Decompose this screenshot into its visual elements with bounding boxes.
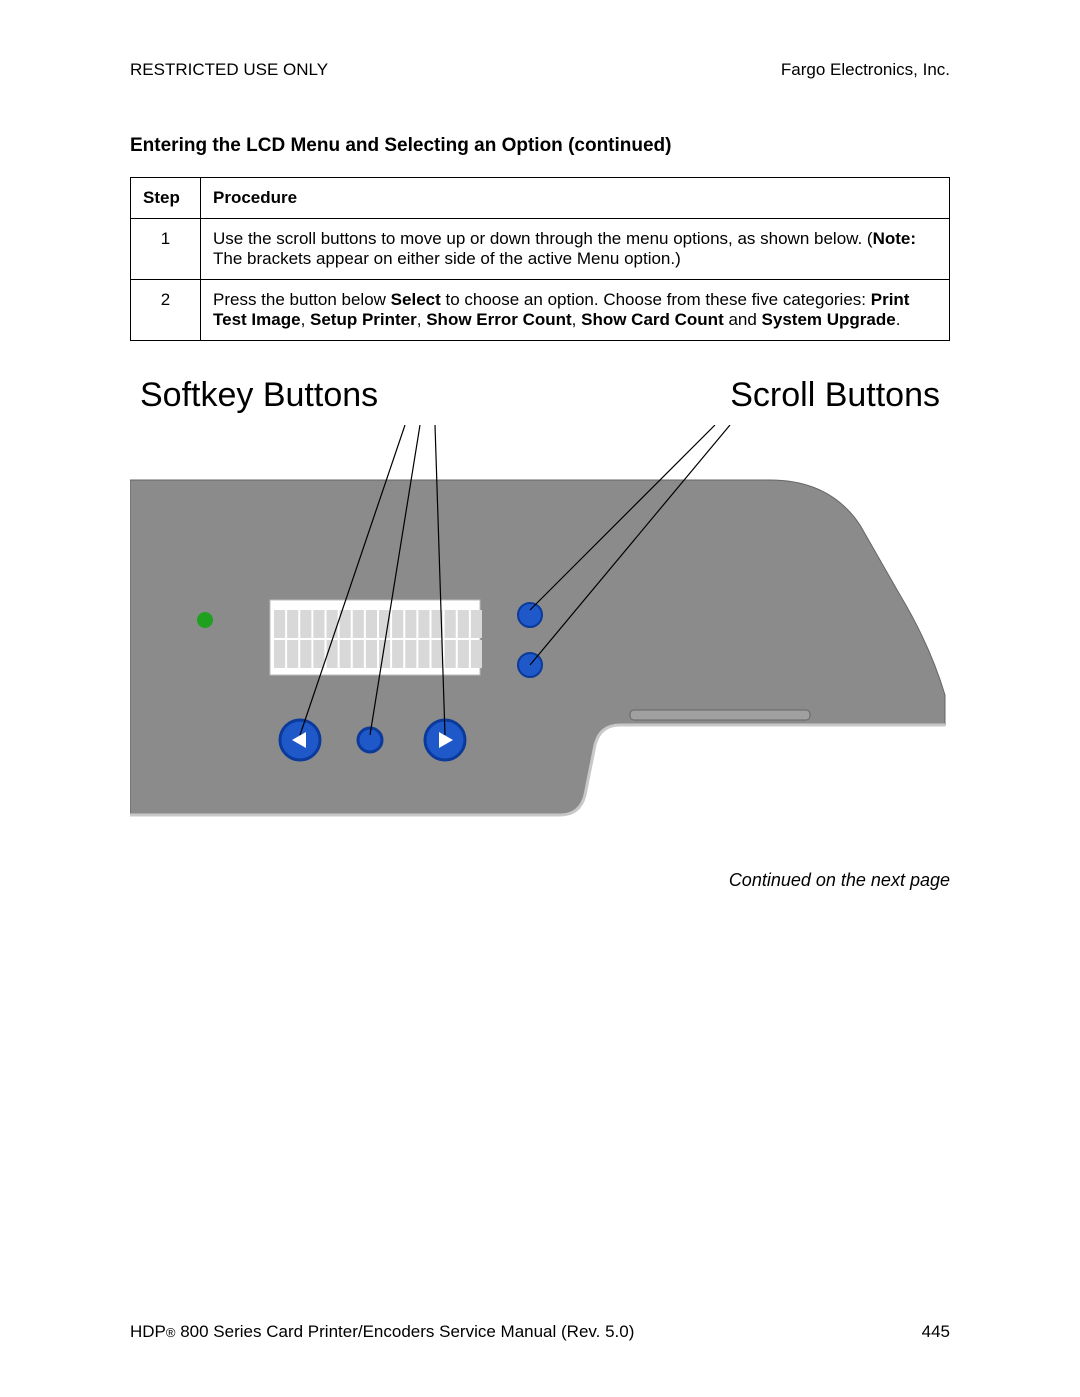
procedure-table: Step Procedure 1 Use the scroll buttons …: [130, 177, 950, 341]
continued-note: Continued on the next page: [130, 870, 950, 891]
header-left: RESTRICTED USE ONLY: [130, 60, 328, 80]
scroll-label: Scroll Buttons: [730, 376, 940, 415]
step-number: 2: [131, 280, 201, 341]
step-number: 1: [131, 219, 201, 280]
page-number: 445: [922, 1322, 950, 1342]
panel-body: [130, 480, 945, 815]
scroll-button-0[interactable]: [518, 603, 542, 627]
step-text: Use the scroll buttons to move up or dow…: [201, 219, 950, 280]
power-led: [197, 612, 213, 628]
footer-left: HDP® 800 Series Card Printer/Encoders Se…: [130, 1322, 634, 1342]
printer-panel-diagram: [130, 425, 950, 845]
table-row: 2 Press the button below Select to choos…: [131, 280, 950, 341]
section-title: Entering the LCD Menu and Selecting an O…: [130, 135, 950, 157]
col-step: Step: [131, 178, 201, 219]
table-row: 1 Use the scroll buttons to move up or d…: [131, 219, 950, 280]
step-text: Press the button below Select to choose …: [201, 280, 950, 341]
card-slot: [630, 710, 810, 720]
softkey-label: Softkey Buttons: [140, 376, 378, 415]
header-right: Fargo Electronics, Inc.: [781, 60, 950, 80]
col-procedure: Procedure: [201, 178, 950, 219]
